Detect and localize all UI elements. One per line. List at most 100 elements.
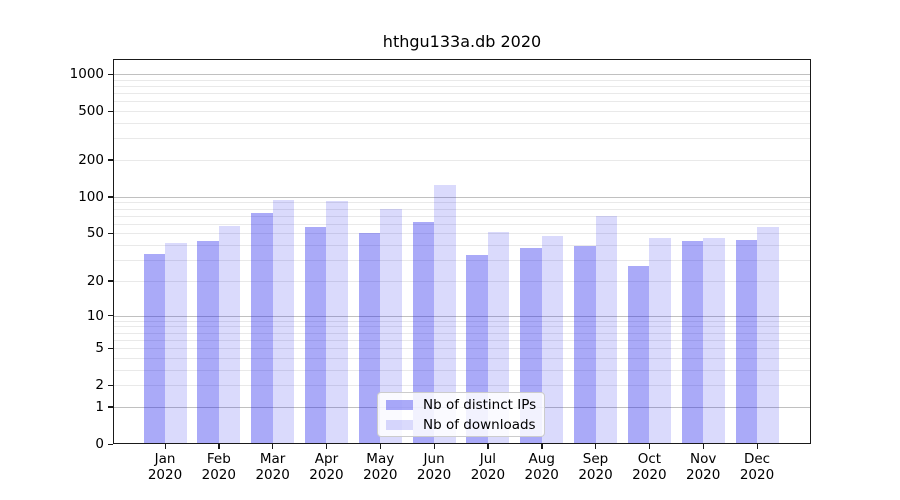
bar-downloads-nov — [703, 237, 725, 444]
x-tick-mark — [325, 444, 328, 449]
chart-title: hthgu133a.db 2020 — [382, 32, 542, 51]
bar-distinct-ips-dec — [735, 240, 757, 444]
gridline-minor — [114, 202, 810, 204]
bar-downloads-mar — [272, 200, 295, 444]
bar-downloads-feb — [218, 225, 241, 444]
gridline-minor — [114, 85, 810, 87]
x-tick-label: Sep 2020 — [564, 451, 628, 483]
y-tick-mark — [108, 110, 113, 112]
gridline-minor — [114, 320, 810, 322]
bar-distinct-ips-may — [358, 233, 381, 444]
y-tick-mark — [108, 384, 113, 386]
x-tick-label: Feb 2020 — [187, 451, 251, 483]
legend-label-downloads: Nb of downloads — [423, 416, 536, 433]
x-tick-mark — [164, 444, 166, 449]
bar-distinct-ips-jan — [143, 253, 165, 444]
bar-downloads-apr — [326, 200, 348, 444]
x-tick-year: 2020 — [524, 466, 559, 483]
x-tick-year: 2020 — [363, 466, 398, 483]
y-tick-mark — [108, 347, 113, 349]
legend-item-downloads: Nb of downloads — [386, 417, 536, 433]
x-tick-mark — [756, 444, 758, 449]
y-tick-mark — [108, 315, 113, 317]
y-tick-label: 500 — [78, 103, 104, 120]
gridline-minor — [114, 233, 810, 235]
gridline-major — [114, 196, 810, 198]
bar-downloads-jan — [165, 242, 187, 444]
x-tick-mark — [272, 444, 274, 449]
bar-downloads-sep — [595, 216, 618, 444]
x-tick-label: Nov 2020 — [671, 451, 735, 483]
y-tick-label: 100 — [78, 188, 104, 205]
gridline-minor — [114, 101, 810, 103]
x-tick-year: 2020 — [685, 466, 721, 483]
gridline-minor — [114, 339, 810, 341]
gridline-minor — [114, 159, 810, 161]
x-tick-month: Jul — [479, 451, 497, 467]
bar-downloads-oct — [649, 237, 671, 444]
x-tick-month: Jun — [423, 451, 445, 467]
x-tick-month: Mar — [259, 451, 286, 467]
gridline-minor — [114, 385, 810, 387]
gridline-minor — [114, 111, 810, 113]
x-tick-year: 2020 — [416, 466, 452, 483]
gridline-minor — [114, 215, 810, 217]
y-tick-mark — [108, 73, 113, 75]
bar-distinct-ips-feb — [197, 241, 219, 444]
x-tick-label: Aug 2020 — [510, 451, 574, 483]
gridline-minor — [114, 208, 810, 210]
gridline-minor — [114, 79, 810, 81]
x-tick-label: Oct 2020 — [617, 451, 681, 483]
x-tick-mark — [433, 444, 435, 449]
gridline-minor — [114, 369, 810, 371]
bar-downloads-dec — [757, 227, 779, 444]
bar-distinct-ips-jun — [412, 222, 435, 444]
bar-distinct-ips-sep — [574, 246, 596, 444]
x-tick-label: Jun 2020 — [402, 451, 466, 483]
gridline-minor — [114, 332, 810, 334]
bar-downloads-jun — [434, 185, 456, 444]
legend-swatch-downloads — [386, 419, 413, 430]
x-tick-mark — [595, 444, 597, 449]
y-tick-label: 50 — [86, 225, 104, 242]
x-tick-mark — [702, 444, 704, 449]
gridline-minor — [114, 260, 810, 262]
x-tick-month: Apr — [314, 451, 339, 467]
x-tick-month: Dec — [743, 451, 771, 467]
x-tick-year: 2020 — [309, 466, 344, 483]
y-tick-mark — [108, 406, 113, 408]
y-tick-label: 200 — [78, 151, 104, 168]
y-tick-label: 10 — [86, 307, 104, 324]
x-tick-year: 2020 — [632, 466, 667, 483]
x-tick-label: Dec 2020 — [725, 451, 789, 483]
x-tick-year: 2020 — [470, 466, 506, 483]
gridline-minor — [114, 280, 810, 282]
x-tick-month: Jan — [154, 451, 176, 467]
x-tick-month: May — [366, 451, 395, 467]
x-tick-label: Jan 2020 — [133, 451, 197, 483]
gridline-minor — [114, 357, 810, 359]
x-tick-label: May 2020 — [348, 451, 412, 483]
x-tick-month: Nov — [689, 451, 717, 467]
y-tick-label: 5 — [95, 340, 104, 357]
x-tick-year: 2020 — [201, 466, 236, 483]
x-tick-mark — [379, 444, 382, 449]
legend: Nb of distinct IPs Nb of downloads — [377, 392, 545, 437]
y-tick-mark — [108, 159, 113, 161]
x-tick-month: Feb — [206, 451, 231, 467]
x-tick-year: 2020 — [739, 466, 775, 483]
x-tick-label: Apr 2020 — [294, 451, 358, 483]
y-tick-mark — [108, 280, 113, 282]
x-tick-year: 2020 — [255, 466, 290, 483]
y-tick-label: 1 — [95, 398, 104, 415]
gridline-minor — [114, 138, 810, 140]
x-tick-month: Sep — [582, 451, 609, 467]
bar-distinct-ips-mar — [251, 213, 273, 444]
x-tick-year: 2020 — [147, 466, 183, 483]
bar-distinct-ips-nov — [681, 241, 704, 444]
x-tick-month: Oct — [637, 451, 662, 467]
x-tick-label: Jul 2020 — [456, 451, 520, 483]
y-tick-mark — [108, 232, 113, 235]
x-tick-month: Aug — [528, 451, 555, 467]
